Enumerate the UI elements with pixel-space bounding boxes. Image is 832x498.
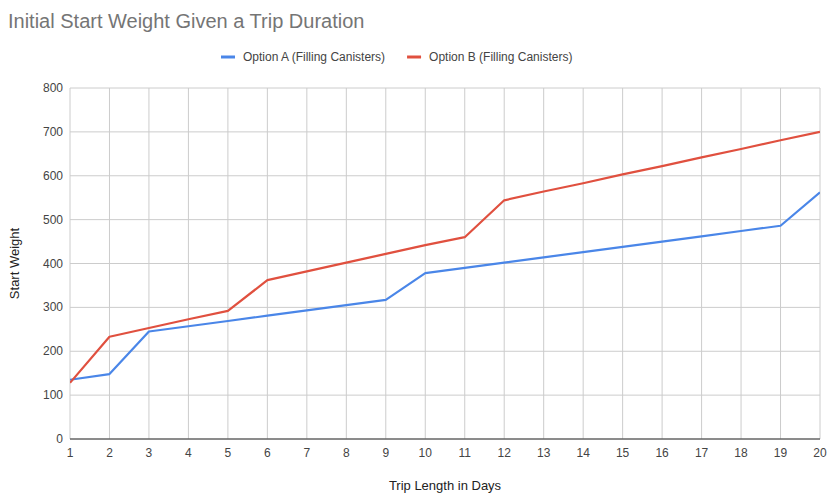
chart-title: Initial Start Weight Given a Trip Durati… bbox=[8, 10, 364, 32]
x-tick-label: 2 bbox=[106, 446, 113, 460]
x-tick-label: 11 bbox=[459, 446, 472, 460]
x-tick-label: 5 bbox=[225, 446, 232, 460]
legend-label: Option A (Filling Canisters) bbox=[243, 50, 385, 64]
x-grid-line bbox=[188, 88, 189, 439]
y-tick-label: 500 bbox=[43, 213, 63, 227]
y-grid-line bbox=[70, 351, 820, 352]
y-tick-label: 200 bbox=[43, 344, 63, 358]
x-grid-line bbox=[306, 88, 307, 439]
legend-label: Option B (Filling Canisters) bbox=[429, 50, 572, 64]
y-tick-label: 800 bbox=[43, 81, 63, 95]
x-grid-line bbox=[148, 88, 149, 439]
x-tick-label: 12 bbox=[498, 446, 512, 460]
x-axis-line bbox=[70, 439, 820, 440]
y-grid-line bbox=[70, 219, 820, 220]
x-grid-line bbox=[701, 88, 702, 439]
x-tick-label: 15 bbox=[616, 446, 630, 460]
x-grid-line bbox=[385, 88, 386, 439]
y-tick-label: 100 bbox=[43, 388, 63, 402]
x-grid-line bbox=[109, 88, 110, 439]
legend: Option A (Filling Canisters) Option B (Fi… bbox=[221, 50, 572, 64]
x-grid-line bbox=[543, 88, 544, 439]
y-grid-line bbox=[70, 439, 820, 440]
x-tick-label: 6 bbox=[264, 446, 271, 460]
x-grid-line bbox=[741, 88, 742, 439]
x-grid-line bbox=[70, 88, 71, 439]
legend-swatch bbox=[221, 56, 235, 59]
x-tick-label: 19 bbox=[774, 446, 788, 460]
y-axis-label: Start Weight bbox=[7, 227, 22, 299]
x-tick-label: 18 bbox=[734, 446, 748, 460]
y-tick-label: 400 bbox=[43, 257, 63, 271]
series-line bbox=[70, 192, 820, 379]
plot-data bbox=[70, 132, 820, 383]
x-grid-line bbox=[464, 88, 465, 439]
y-tick-label: 0 bbox=[56, 432, 63, 446]
x-tick-label: 9 bbox=[382, 446, 389, 460]
y-tick-label: 300 bbox=[43, 300, 63, 314]
x-grid-line bbox=[622, 88, 623, 439]
legend-swatch bbox=[407, 56, 421, 59]
x-grid-line bbox=[267, 88, 268, 439]
x-tick-label: 13 bbox=[537, 446, 551, 460]
x-tick-label: 1 bbox=[67, 446, 74, 460]
y-grid-line bbox=[70, 88, 820, 89]
chart-svg: Initial Start Weight Given a Trip Durati… bbox=[0, 0, 832, 498]
x-grid-line bbox=[820, 88, 821, 439]
x-grid-line bbox=[662, 88, 663, 439]
grid bbox=[70, 88, 820, 439]
x-grid-line bbox=[425, 88, 426, 439]
y-grid-line bbox=[70, 395, 820, 396]
x-tick-label: 7 bbox=[303, 446, 310, 460]
y-grid-line bbox=[70, 131, 820, 132]
x-tick-label: 8 bbox=[343, 446, 350, 460]
series-line bbox=[70, 132, 820, 383]
x-tick-label: 10 bbox=[419, 446, 433, 460]
y-grid-line bbox=[70, 307, 820, 308]
x-axis-label: Trip Length in Days bbox=[389, 478, 502, 493]
x-tick-label: 17 bbox=[695, 446, 709, 460]
y-grid-line bbox=[70, 263, 820, 264]
chart-container: Initial Start Weight Given a Trip Durati… bbox=[0, 0, 832, 498]
y-grid-line bbox=[70, 175, 820, 176]
x-grid-line bbox=[227, 88, 228, 439]
x-grid-line bbox=[583, 88, 584, 439]
x-tick-label: 3 bbox=[146, 446, 153, 460]
x-tick-label: 4 bbox=[185, 446, 192, 460]
y-tick-label: 600 bbox=[43, 169, 63, 183]
x-tick-label: 20 bbox=[813, 446, 827, 460]
x-tick-label: 14 bbox=[576, 446, 590, 460]
x-tick-label: 16 bbox=[655, 446, 669, 460]
y-tick-label: 700 bbox=[43, 125, 63, 139]
